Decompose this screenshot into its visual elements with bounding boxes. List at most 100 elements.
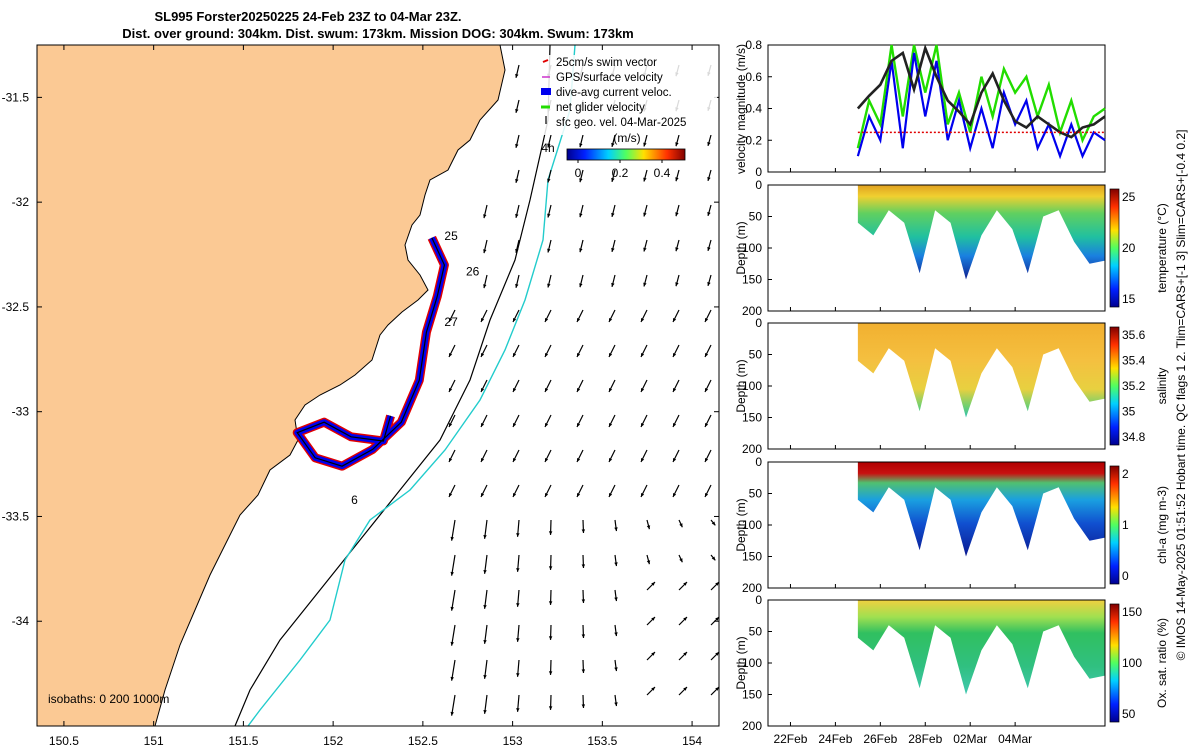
geo-velocity-arrowhead — [513, 423, 517, 427]
isobath-0m — [154, 45, 506, 726]
depth-ytick-label: 150 — [742, 550, 762, 564]
geo-velocity-arrowhead — [643, 142, 647, 147]
depth-ylabel: Depth (m) — [734, 359, 748, 412]
depth-ytick-label: 200 — [742, 719, 762, 733]
isobath-note: isobaths: 0 200 1000m — [48, 692, 169, 706]
geo-velocity-arrowhead — [483, 639, 487, 644]
geo-velocity-arrowhead — [683, 582, 687, 586]
geo-velocity-arrowhead — [643, 177, 647, 182]
legend-item-dive-current: dive-avg current veloc. — [541, 87, 672, 99]
geo-velocity-arrowhead — [611, 212, 615, 217]
geo-velocity-arrowhead — [545, 353, 549, 357]
geo-velocity-arrowhead — [609, 318, 613, 322]
geo-velocity-arrowhead — [609, 353, 613, 357]
geo-velocity-arrowhead — [705, 423, 709, 427]
geo-velocity-arrowhead — [673, 353, 677, 357]
time-tick-label: 22Feb — [773, 732, 807, 746]
geo-velocity-arrowhead — [646, 525, 651, 530]
geo-velocity-arrowhead — [577, 388, 581, 392]
time-tick-label: 02Mar — [953, 732, 987, 746]
velocity-ylabel: velocity magnitude (m/s) — [734, 44, 748, 174]
depth-ytick-label: 50 — [749, 487, 763, 501]
geo-velocity-arrowhead — [715, 687, 719, 691]
colorbar-label: Ox. sat. ratio (%) — [1155, 618, 1169, 708]
geo-velocity-arrowhead — [646, 560, 651, 565]
geo-velocity-arrowhead — [548, 671, 553, 675]
geo-velocity-arrowhead — [450, 676, 454, 681]
depth-ylabel: Depth (m) — [734, 221, 748, 274]
figure-title-line1: SL995 Forster20250225 24-Feb 23Z to 04-M… — [154, 9, 461, 24]
geo-velocity-arrowhead — [547, 283, 551, 288]
geo-velocity-arrowhead — [545, 458, 549, 462]
side-note: © IMOS 14-May-2025 01:51:52 Hobart time.… — [1174, 130, 1188, 661]
map-ytick-label: -32.5 — [2, 300, 30, 314]
colorbar-tick-label: 25 — [1122, 190, 1136, 204]
geo-velocity-arrowhead — [579, 178, 583, 183]
legend-item-swim: 25cm/s swim vector — [542, 57, 657, 69]
geo-velocity-arrowhead — [577, 353, 581, 357]
geo-velocity-arrowhead — [614, 597, 618, 602]
geo-velocity-arrowhead — [611, 247, 615, 252]
time-axis: 22Feb 24Feb 26Feb 28Feb 02Mar 04Mar — [773, 732, 1032, 746]
velocity-ytick-label: 0.4 — [745, 102, 762, 116]
day-label: 25 — [444, 229, 458, 243]
map-ytick-label: -34 — [12, 614, 30, 628]
geo-velocity-arrowhead — [548, 566, 553, 570]
geo-velocity-arrowhead — [581, 634, 586, 639]
geo-velocity-arrowhead — [547, 178, 551, 183]
geo-velocity-arrowhead — [547, 143, 551, 148]
geo-velocity-arrowhead — [711, 556, 716, 561]
velocity-series-net_velocity — [856, 44, 1106, 149]
geo-velocity-arrowhead — [609, 423, 613, 427]
geo-velocity-arrowhead — [683, 687, 687, 691]
geo-velocity-arrowhead — [683, 652, 687, 656]
geo-velocity-arrowhead — [449, 388, 453, 392]
velocity-ytick-label: 0.2 — [745, 133, 762, 147]
depth-ytick-label: 0 — [755, 178, 762, 192]
svg-text:net glider velocity: net glider velocity — [556, 102, 645, 114]
isobath-200m — [234, 45, 551, 726]
geo-velocity-arrowhead — [577, 423, 581, 427]
colorbar-tick-label: 0 — [1122, 569, 1129, 583]
geo-velocity-arrowhead — [679, 558, 683, 563]
legend-item-sfc-geo: sfc geo. vel. 04-Mar-2025 — [545, 116, 686, 129]
geo-velocity-arrowhead — [516, 708, 520, 712]
geo-velocity-arrowhead — [513, 388, 517, 392]
colorbar-tick-label: 100 — [1122, 656, 1142, 670]
geo-velocity-arrowhead — [545, 318, 549, 322]
map-xtick-label: 154 — [682, 734, 702, 748]
geo-velocity-arrowhead — [481, 493, 485, 497]
section-colorbar — [1109, 188, 1120, 308]
depth-ytick-label: 0 — [755, 455, 762, 469]
geo-velocity-arrowhead — [614, 632, 618, 637]
depth-ytick-label: 50 — [749, 210, 763, 224]
time-tick-label: 04Mar — [998, 732, 1032, 746]
geo-velocity-arrowhead — [673, 388, 677, 392]
day-label: 6 — [351, 493, 358, 507]
glider-track-group — [292, 235, 449, 471]
geo-velocity-arrowhead — [651, 582, 655, 586]
geo-velocity-arrowhead — [581, 564, 586, 569]
geo-velocity-arrowhead — [449, 353, 453, 357]
velocity-ytick-label: 0 — [755, 165, 762, 179]
depth-ytick-label: 100 — [742, 379, 762, 393]
geo-velocity-arrowhead — [675, 177, 679, 182]
geo-velocity-arrowhead — [516, 533, 520, 537]
colorbar-tick-label: 35.4 — [1122, 354, 1146, 368]
svg-text:GPS/surface velocity: GPS/surface velocity — [556, 72, 663, 84]
map-ytick-label: -33 — [12, 405, 30, 419]
geo-velocity-arrowhead — [581, 704, 586, 709]
geo-velocity-arrowhead — [513, 493, 517, 497]
geo-velocity-arrowhead — [675, 142, 679, 147]
geo-velocity-arrowhead — [481, 353, 485, 357]
geo-velocity-arrowhead — [643, 282, 647, 287]
colorbar-label: salinity — [1155, 368, 1169, 405]
map-xtick-label: 151 — [144, 734, 164, 748]
depth-ytick-label: 0 — [755, 593, 762, 607]
geo-velocity-arrowhead — [641, 458, 645, 462]
colorbar-tick-label: 35 — [1122, 405, 1136, 419]
map-axes: 150.5 151 151.5 152 152.5 153 153.5 154 -31.5 -32… — [2, 45, 719, 748]
geo-velocity-arrowhead — [581, 669, 586, 674]
geo-velocity-arrowhead — [513, 353, 517, 357]
geo-velocity-arrowhead — [449, 318, 453, 322]
